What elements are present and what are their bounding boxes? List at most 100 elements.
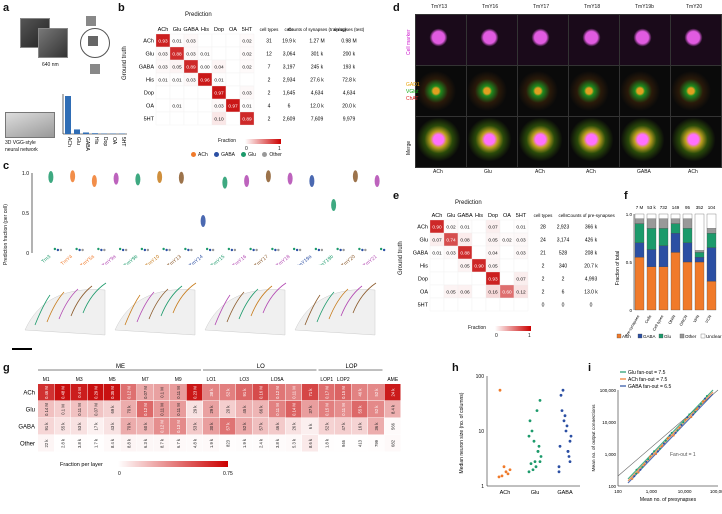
- transmitter-label: ACh: [586, 169, 596, 175]
- heatmap-cell: [384, 435, 401, 452]
- heatmap-value: 0.12 M: [126, 386, 131, 399]
- violin-base-glu: [249, 247, 252, 251]
- matrix-cell: [499, 219, 515, 234]
- matrix-value: 0.05: [172, 65, 182, 71]
- heatmap-cell: [219, 418, 236, 435]
- bar-segment-ach: [670, 252, 681, 311]
- bar-segment-glu: [682, 228, 693, 243]
- bar-segment-unclear: [694, 213, 705, 251]
- stats-value: 4: [268, 104, 271, 110]
- matrix-value: 0.08: [460, 238, 470, 244]
- heatmap-value: 413: [357, 439, 362, 447]
- cube-icon: [86, 16, 96, 26]
- heatmap-value: 37 k: [308, 405, 313, 414]
- micrograph-tmy20-1: [670, 65, 722, 117]
- panel-e-colorbar-label: Fraction: [468, 325, 487, 331]
- matrix-cell: [169, 111, 185, 126]
- bar-label-glu: Glu: [75, 137, 81, 145]
- heatmap-cell: [269, 418, 285, 435]
- heatmap-cell: [104, 401, 120, 418]
- heatmap-value: 6.7 k: [176, 438, 181, 448]
- layer-label-ame: AME: [387, 377, 399, 383]
- heatmap-cell: [335, 418, 351, 435]
- matrix-value: 0.01: [158, 78, 168, 84]
- col-header-gaba: GABA: [183, 27, 199, 33]
- col-header-his: His: [475, 213, 483, 219]
- legend-swatch: [637, 333, 643, 339]
- top-count: 149: [672, 205, 680, 210]
- heatmap-cell: [170, 401, 186, 418]
- panel-b-row-axis: Ground truth: [122, 46, 128, 80]
- bar-segment-gaba: [634, 242, 645, 258]
- stats-value: 0: [590, 303, 593, 309]
- data-point: [705, 395, 708, 398]
- stats-value: 12: [266, 52, 272, 58]
- column-header-tmy17: TmY17: [533, 4, 550, 10]
- violin-tmy5a: [91, 175, 97, 187]
- violin-base-glu: [97, 247, 100, 251]
- matrix-value: 0.97: [214, 91, 224, 97]
- heatmap-value: 0.11 M: [275, 403, 280, 416]
- panel-label-c: c: [3, 160, 10, 172]
- data-point: [680, 424, 683, 427]
- matrix-value: 0.03: [158, 65, 168, 71]
- panel-e-colorbar: [495, 326, 531, 331]
- panel-label-h: h: [452, 362, 459, 374]
- data-point: [643, 463, 646, 466]
- ytick: 100: [608, 484, 616, 489]
- category-label: ONIN: [667, 314, 676, 325]
- row-header-gaba: GABA: [139, 65, 155, 71]
- bar-segment-glu: [646, 228, 657, 250]
- stats-value: 301 k: [311, 52, 324, 58]
- col-header-his: His: [201, 27, 209, 33]
- neuron-branch: [226, 291, 245, 323]
- heatmap-cell: [137, 435, 153, 452]
- heatmap-value: 2.8 k: [60, 438, 65, 448]
- neuron-branch: [70, 285, 93, 317]
- heatmap-value: 8.8 k: [126, 438, 131, 448]
- heatmap-value: 0.1 M: [60, 404, 65, 415]
- heatmap-value: 4.8 k: [192, 438, 197, 448]
- heatmap-value: 29 k: [209, 405, 214, 414]
- matrix-cell: [225, 59, 241, 74]
- matrix-cell: [211, 33, 227, 48]
- col-header-ach: ACh: [158, 27, 169, 33]
- point-gaba: [568, 439, 572, 443]
- heatmap-cell: [302, 401, 318, 418]
- violin-base-glu: [314, 247, 318, 251]
- heatmap-cell: [137, 401, 153, 418]
- bar-segment-other: [634, 218, 645, 224]
- col-header-oa: OA: [229, 27, 237, 33]
- violin-base-gaba: [230, 248, 234, 252]
- violin-base-gaba: [78, 248, 81, 252]
- matrix-value: 0.16: [488, 290, 498, 296]
- violin-tmy18: [287, 172, 293, 185]
- matrix-value: 0.01: [516, 225, 526, 231]
- heatmap-value: 0.11 M: [159, 403, 164, 416]
- data-point: [692, 413, 695, 416]
- heatmap-cell: [153, 435, 170, 452]
- matrix-value: 0.02: [242, 52, 252, 58]
- violin-base-other: [103, 248, 106, 252]
- heatmap-cell: [87, 384, 104, 401]
- celltype-label-tm3: Tm3: [41, 254, 53, 265]
- heatmap-cell: [252, 435, 269, 452]
- matrix-cell: [429, 284, 445, 299]
- bar-segment-ach: [634, 257, 645, 311]
- stats-value: 4,634: [311, 91, 324, 97]
- scale-bar: [12, 348, 32, 350]
- heatmap-cell: [368, 384, 384, 401]
- point-ach: [497, 475, 501, 479]
- matrix-cell: [513, 297, 529, 312]
- panel-label-d: d: [393, 2, 400, 14]
- heatmap-value: 0.16 M: [258, 386, 263, 399]
- heatmap-cell: [71, 435, 87, 452]
- matrix-value: 0.03: [214, 104, 224, 110]
- xtick: 1,000: [646, 489, 658, 494]
- matrix-value: 0.12: [516, 290, 526, 296]
- legend-label: Unclear: [706, 334, 722, 339]
- panel-h-yaxis: Median neuron size (no. of columns): [459, 392, 465, 473]
- top-count: 95: [685, 205, 691, 210]
- matrix-value: 0.04: [214, 65, 224, 71]
- neuron-branch: [46, 291, 65, 323]
